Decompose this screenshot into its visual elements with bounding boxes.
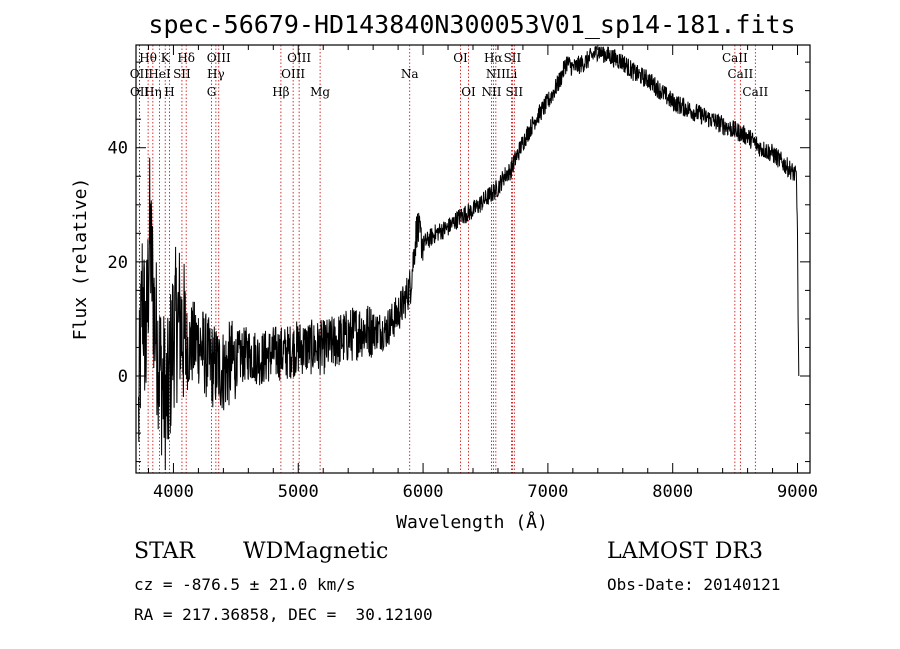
object-class: STAR: [134, 539, 196, 564]
spectral-line-label: K: [161, 51, 171, 65]
spectral-line-label: G: [207, 85, 217, 99]
spectral-line-label: OI: [453, 51, 468, 65]
spectral-line-label: SII: [505, 85, 523, 99]
y-tick-label: 0: [118, 367, 128, 387]
y-axis-label: Flux (relative): [70, 178, 91, 341]
spectral-line-label: SII: [173, 67, 191, 81]
spectrum-line: [138, 46, 800, 471]
chart-title: spec-56679-HD143840N300053V01_sp14-181.f…: [148, 10, 795, 39]
x-tick-label: 8000: [652, 482, 693, 502]
spectral-line-label: Hη: [144, 85, 162, 99]
spectral-line-label: CaII: [722, 51, 748, 65]
survey-label: LAMOST DR3: [607, 539, 763, 564]
spectral-line-label: Hθ: [139, 51, 157, 65]
x-tick-label: 4000: [153, 482, 194, 502]
spectral-line-markers: [138, 45, 756, 473]
obs-date: Obs-Date: 20140121: [607, 575, 780, 594]
spectral-line-label: NII: [486, 67, 506, 81]
object-subclass: WDMagnetic: [243, 539, 388, 564]
spectral-line-label: H: [164, 85, 174, 99]
spectral-line-label: OI: [461, 85, 476, 99]
x-axis-ticks: 4000 5000 6000 7000 8000 9000: [147, 45, 818, 502]
spectral-line-label: OII: [130, 67, 150, 81]
y-tick-label: 20: [108, 253, 128, 273]
spectral-line-label: CaII: [742, 85, 768, 99]
spectral-line-label: Li: [506, 67, 518, 81]
x-axis-label: Wavelength (Å): [396, 511, 548, 533]
spectral-line-label: Na: [401, 67, 419, 81]
x-tick-label: 9000: [777, 482, 818, 502]
spectral-line-label: Mg: [310, 85, 330, 99]
spectral-line-label: NII: [481, 85, 501, 99]
spectral-line-label: Hδ: [177, 51, 195, 65]
spectral-line-label: Hβ: [272, 85, 289, 99]
x-tick-label: 6000: [403, 482, 444, 502]
x-tick-label: 5000: [278, 482, 319, 502]
spectral-line-label: HeI: [148, 67, 171, 81]
y-axis-ticks: 0 20 40: [108, 61, 810, 463]
y-tick-label: 40: [108, 139, 128, 159]
spectral-line-label: CaII: [727, 67, 753, 81]
x-tick-label: 7000: [527, 482, 568, 502]
spectral-line-label: SII: [504, 51, 522, 65]
spectral-line-label: Hα: [484, 51, 503, 65]
spectral-line-label: Hγ: [207, 67, 225, 81]
spectral-line-label: OII: [130, 85, 150, 99]
coordinates: RA = 217.36858, DEC = 30.12100: [134, 605, 433, 624]
spectral-line-label: OIII: [287, 51, 311, 65]
redshift-readout: cz = -876.5 ± 21.0 km/s: [134, 575, 356, 594]
plot-frame: [135, 44, 811, 474]
spectral-line-label: OIII: [207, 51, 231, 65]
spectral-line-label: OIII: [281, 67, 305, 81]
